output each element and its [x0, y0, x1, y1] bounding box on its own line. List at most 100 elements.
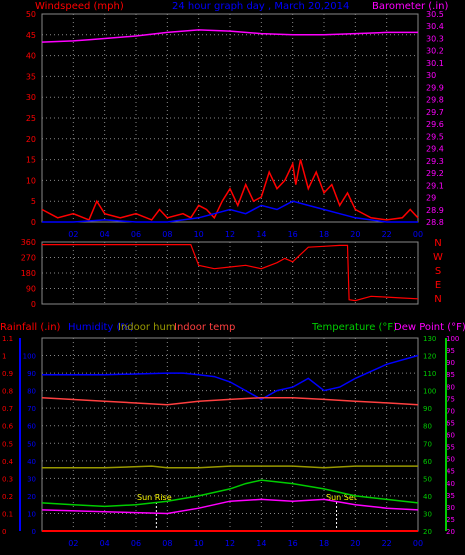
dewpoint-y-tick: 65	[446, 419, 455, 427]
climate-x-tick: 16	[288, 539, 298, 548]
dewpoint-y-tick: 40	[446, 480, 455, 488]
series-wind-speed	[42, 200, 418, 223]
series-temperature	[41, 479, 419, 508]
rainfall-y-tick: 0.9	[2, 370, 13, 378]
barometer-y-tick: 29.3	[426, 157, 444, 166]
sunrise-label: Sun Rise	[137, 493, 172, 502]
climate-x-tick: 12	[225, 539, 235, 548]
dewpoint-y-tick: 50	[446, 456, 455, 464]
humidity-y-tick: 10	[27, 510, 36, 518]
humidity-y-tick: 60	[27, 423, 36, 431]
series-indoor-temp	[41, 396, 419, 406]
temperature-y-tick: 30	[423, 510, 432, 518]
barometer-y-tick: 30.5	[426, 10, 444, 19]
barometer-y-tick: 29.2	[426, 169, 444, 178]
wind-y-tick: 50	[26, 10, 36, 19]
barometer-y-tick: 30.3	[426, 34, 444, 43]
temperature-y-tick: 90	[423, 405, 432, 413]
temperature-y-tick: 50	[423, 475, 432, 483]
series-dew-point	[41, 498, 419, 515]
climate-x-tick: 06	[131, 539, 141, 548]
dewpoint-y-tick: 90	[446, 359, 455, 367]
dewpoint-y-tick: 70	[446, 407, 455, 415]
temperature-y-tick: 60	[423, 458, 432, 466]
barometer-y-tick: 30	[426, 71, 436, 80]
dewpoint-y-tick: 95	[446, 347, 455, 355]
wind-y-tick: 5	[31, 197, 36, 206]
direction-y-tick: 0	[31, 300, 36, 309]
compass-label: N	[434, 238, 441, 249]
rainfall-y-tick: 0.3	[2, 475, 13, 483]
barometer-y-tick: 29.9	[426, 83, 444, 92]
humidity-y-tick: 100	[23, 353, 36, 361]
series-wind-direction	[42, 244, 419, 302]
humidity-y-tick: 50	[27, 440, 36, 448]
humidity-y-tick: 90	[27, 370, 36, 378]
temperature-y-tick: 110	[423, 370, 436, 378]
compass-label: S	[435, 266, 441, 277]
series-humidity	[42, 354, 419, 401]
climate-x-tick: 18	[319, 539, 329, 548]
wind-x-tick: 20	[350, 230, 360, 239]
wind-y-tick: 40	[26, 52, 36, 61]
climate-x-tick: 02	[68, 539, 78, 548]
wind-y-tick: 45	[26, 31, 36, 40]
direction-y-tick: 90	[26, 285, 36, 294]
dewpoint-y-tick: 30	[446, 504, 455, 512]
barometer-y-tick: 28.8	[426, 218, 444, 227]
wind-x-tick: 18	[319, 230, 329, 239]
humidity-y-tick: 20	[27, 493, 36, 501]
wind-x-tick: 04	[100, 230, 110, 239]
barometer-y-tick: 28.9	[426, 206, 444, 215]
temperature-y-tick: 100	[423, 388, 436, 396]
humidity-y-tick: 40	[27, 458, 36, 466]
rainfall-y-tick: 0.5	[2, 440, 13, 448]
humidity-y-tick: 70	[27, 405, 36, 413]
direction-y-tick: 360	[21, 238, 36, 247]
barometer-y-tick: 29.7	[426, 108, 444, 117]
dewpoint-y-tick: 55	[446, 444, 455, 452]
legend-indoor-temp: Indoor temp	[174, 322, 235, 333]
wind-x-tick: 14	[256, 230, 266, 239]
legend-rainfall: Rainfall (.in)	[0, 322, 61, 333]
series-wind-gust	[41, 159, 419, 221]
climate-x-tick: 20	[350, 539, 360, 548]
graph-title: 24 hour graph day , March 20,2014	[172, 1, 349, 12]
legend-indoor-hum: Indoor hum	[118, 322, 176, 333]
barometer-y-tick: 29.4	[426, 145, 444, 154]
dewpoint-y-tick: 100	[446, 335, 459, 343]
compass-label: N	[434, 294, 441, 305]
wind-x-tick: 10	[194, 230, 204, 239]
temperature-y-tick: 120	[423, 353, 436, 361]
rainfall-y-tick: 0.8	[2, 388, 13, 396]
humidity-y-tick: 0	[32, 528, 36, 536]
wind-y-tick: 35	[26, 72, 36, 81]
climate-x-tick: 00	[413, 539, 423, 548]
wind-axis-label: Windspeed (mph)	[35, 1, 124, 12]
wind-x-tick: 06	[131, 230, 141, 239]
temperature-y-tick: 40	[423, 493, 432, 501]
rainfall-y-tick: 1.1	[2, 335, 13, 343]
rainfall-y-tick: 0	[2, 528, 6, 536]
rainfall-y-tick: 0.6	[2, 423, 14, 431]
rainfall-y-tick: 0.1	[2, 510, 13, 518]
series-indoor-hum	[42, 465, 418, 469]
dewpoint-y-tick: 60	[446, 432, 455, 440]
rainfall-y-tick: 0.4	[2, 458, 14, 466]
temperature-y-tick: 70	[423, 440, 432, 448]
barometer-y-tick: 30.2	[426, 47, 444, 56]
barometer-y-tick: 29	[426, 194, 436, 203]
direction-y-tick: 270	[21, 254, 36, 263]
humidity-y-tick: 30	[27, 475, 36, 483]
wind-y-tick: 10	[26, 176, 36, 185]
wind-x-tick: 00	[413, 230, 423, 239]
wind-y-tick: 30	[26, 93, 36, 102]
direction-y-tick: 180	[21, 269, 36, 278]
barometer-y-tick: 29.1	[426, 181, 444, 190]
barometer-axis-label: Barometer (.in)	[372, 1, 448, 12]
wind-y-tick: 0	[31, 218, 36, 227]
temperature-y-tick: 20	[423, 528, 432, 536]
temperature-y-tick: 130	[423, 335, 436, 343]
climate-x-tick: 14	[256, 539, 266, 548]
